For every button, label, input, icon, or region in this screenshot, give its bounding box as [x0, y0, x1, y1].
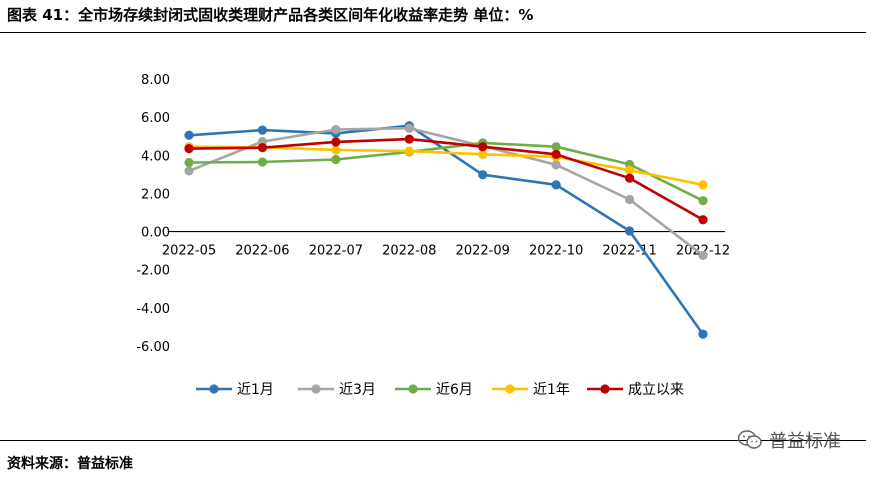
- data-point: [478, 142, 488, 152]
- x-tick-label: 2022-06: [235, 244, 289, 259]
- legend-marker: [209, 384, 219, 394]
- legend-label: 近3月: [339, 382, 376, 398]
- data-point: [698, 180, 708, 190]
- data-point: [624, 173, 635, 183]
- legend-marker: [600, 384, 610, 394]
- x-tick-label: 2022-07: [309, 244, 363, 259]
- line-chart: 8.00 6.00 4.00 2.00 0.00 -2.00 -4.00 -6.00 2022-…: [136, 73, 730, 398]
- data-point: [331, 154, 341, 165]
- y-tick-label: 6.00: [141, 111, 170, 126]
- data-point: [404, 146, 414, 156]
- data-point: [331, 145, 341, 155]
- y-tick-label: 4.00: [141, 149, 170, 164]
- legend-label: 成立以来: [628, 382, 684, 398]
- top-divider: [0, 32, 866, 33]
- y-tick-label: 8.00: [141, 73, 170, 88]
- legend-label: 近6月: [436, 382, 473, 398]
- data-point: [184, 144, 194, 154]
- data-point: [404, 134, 414, 144]
- watermark: 普益标准: [737, 427, 841, 453]
- legend-marker: [505, 384, 515, 394]
- chart-title: 图表 41：全市场存续封闭式固收类理财产品各类区间年化收益率走势 单位：%: [7, 6, 534, 24]
- bottom-divider: [0, 440, 866, 441]
- data-point: [698, 215, 708, 225]
- series-line: [188, 124, 705, 335]
- data-point: [551, 180, 561, 190]
- legend-marker: [311, 384, 321, 394]
- data-point: [478, 170, 488, 180]
- legend-marker: [408, 384, 418, 394]
- data-point: [624, 165, 635, 175]
- data-point: [551, 149, 561, 159]
- watermark-text: 普益标准: [769, 431, 841, 452]
- data-point: [184, 166, 194, 176]
- data-point: [184, 130, 194, 140]
- y-tick-label: -2.00: [136, 264, 170, 279]
- data-point: [257, 125, 268, 135]
- data-point: [624, 194, 635, 205]
- y-tick-label: -4.00: [136, 302, 170, 317]
- x-tick-label: 2022-09: [456, 244, 510, 259]
- data-point: [698, 196, 708, 206]
- y-tick-label: 2.00: [141, 187, 170, 202]
- legend-label: 近1月: [237, 382, 274, 398]
- data-point: [257, 143, 268, 153]
- x-tick-label: 2022-11: [602, 244, 656, 259]
- data-point: [551, 160, 561, 170]
- x-tick-label: 2022-08: [382, 244, 436, 259]
- x-tick-label: 2022-10: [529, 244, 583, 259]
- data-point: [331, 124, 341, 135]
- data-point: [698, 250, 708, 261]
- series-line: [188, 137, 704, 221]
- y-tick-label: -6.00: [136, 340, 170, 355]
- data-point: [624, 226, 635, 236]
- wechat-icon: [737, 430, 762, 449]
- data-point: [184, 157, 194, 168]
- series-line: [188, 126, 704, 257]
- data-point: [698, 329, 708, 339]
- x-tick-label: 2022-05: [162, 244, 216, 259]
- data-point: [257, 157, 268, 167]
- data-point: [331, 137, 341, 147]
- data-point: [404, 123, 414, 133]
- legend-label: 近1年: [533, 382, 570, 398]
- data-point: [478, 149, 488, 159]
- y-tick-label: 0.00: [141, 226, 170, 241]
- source-note: 资料来源：普益标准: [7, 456, 133, 472]
- series-line: [188, 141, 704, 202]
- data-point: [551, 142, 561, 152]
